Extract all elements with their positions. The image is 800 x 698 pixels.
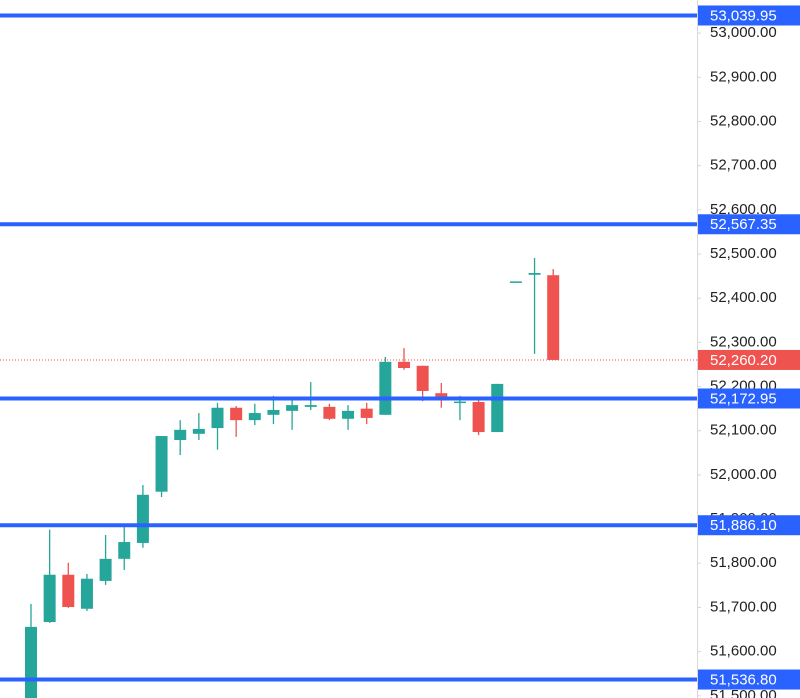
price-line-box [698, 515, 800, 536]
y-tick-label: 53,000.00 [710, 24, 777, 41]
y-tick-label: 51,700.00 [710, 598, 777, 615]
price-line-box [698, 388, 800, 409]
candle-body [398, 361, 410, 368]
y-tick-label: 52,700.00 [710, 157, 777, 174]
candle-body [192, 428, 205, 434]
candle-body [230, 407, 243, 421]
candle-body [174, 429, 187, 441]
price-line-label: 51,536.80 [710, 672, 777, 689]
candle-body [43, 574, 56, 623]
candle-body [155, 436, 168, 492]
candle-body [453, 401, 466, 404]
y-tick-label: 52,500.00 [710, 245, 777, 262]
y-tick-label: 51,800.00 [710, 554, 777, 571]
candle-body [118, 542, 131, 559]
y-tick-label: 52,100.00 [710, 422, 777, 439]
y-tick-label: 52,300.00 [710, 333, 777, 350]
candle-body [304, 405, 317, 407]
y-tick-label: 52,900.00 [710, 68, 777, 85]
candle-body [80, 578, 93, 609]
candle-body [267, 409, 280, 415]
current-price-box [698, 349, 800, 370]
y-tick-label: 52,400.00 [710, 289, 777, 306]
candle-body [25, 626, 37, 698]
y-tick-label: 51,600.00 [710, 643, 777, 660]
candle-body [509, 281, 522, 283]
y-tick-label: 51,500.00 [710, 687, 777, 698]
price-line-label: 52,172.95 [710, 390, 777, 407]
price-line-label: 51,886.10 [710, 517, 777, 534]
candle-body [136, 494, 149, 543]
candle-body [416, 365, 429, 391]
candle-body [99, 558, 112, 581]
candle-body [379, 361, 392, 415]
candle-body [211, 407, 224, 429]
candle-body [323, 406, 336, 419]
price-line-label: 53,039.95 [710, 7, 777, 24]
price-line-box [698, 669, 800, 690]
candle-body [62, 574, 75, 607]
price-line-box [698, 214, 800, 235]
price-axis: 53,000.00 52,900.00 52,800.00 52,700.00 52,6… [697, 5, 800, 698]
y-tick-label: 52,000.00 [710, 466, 777, 483]
candle-body [547, 275, 560, 360]
candle-body [248, 413, 261, 421]
candle-body [528, 273, 541, 275]
y-tick-label: 52,600.00 [710, 201, 777, 218]
candle-body [342, 410, 355, 419]
candle-body [472, 402, 485, 433]
candle-body [286, 405, 299, 411]
y-tick-label: 52,800.00 [710, 112, 777, 129]
price-line-label: 52,567.35 [710, 216, 777, 233]
candle-body [491, 383, 504, 433]
current-price-label: 52,260.20 [710, 352, 777, 369]
candle-body [435, 393, 448, 399]
plot-area [0, 257, 697, 698]
price-line-box [698, 5, 800, 26]
candle-body [360, 408, 373, 418]
